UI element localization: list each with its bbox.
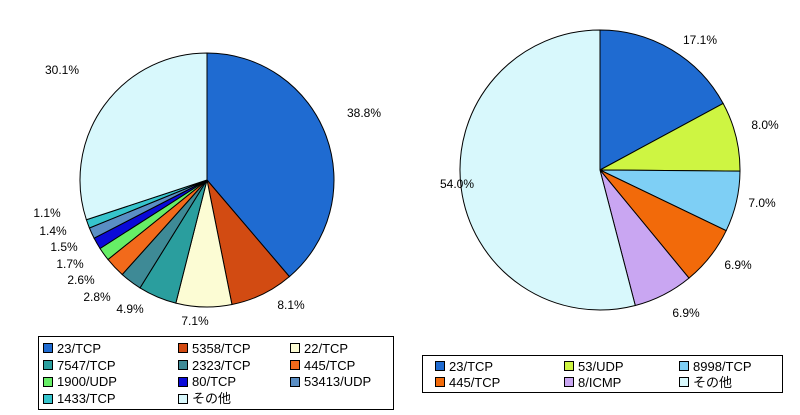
legend-swatch <box>43 343 53 354</box>
legend-swatch <box>564 377 574 387</box>
legend-swatch <box>679 361 689 371</box>
slice-23-tcp <box>599 29 724 171</box>
legend-item-53-udp: 53/UDP <box>564 358 679 374</box>
legend-label: 1433/TCP <box>57 391 116 407</box>
legend-swatch <box>290 376 300 387</box>
data-label-1433-tcp: 1.1% <box>33 206 61 220</box>
legend-label: 23/TCP <box>57 340 102 356</box>
legend-item-22-tcp: 22/TCP <box>290 340 390 357</box>
left-pie-chart: 38.8% 8.1% 7.1% 4.9% 2.8% 2.6% 1.7% 1.5% 1.4% 1.1… <box>33 52 381 328</box>
data-label-445-tcp: 2.6% <box>67 273 95 287</box>
legend-label: 1900/UDP <box>57 374 117 390</box>
legend-label: 445/TCP <box>449 374 501 390</box>
legend-item-445-tcp: 445/TCP <box>290 357 390 374</box>
legend-label: 2323/TCP <box>192 357 251 373</box>
legend-swatch <box>43 360 53 371</box>
legend-item-1433-tcp: 1433/TCP <box>43 390 178 407</box>
legend-swatch <box>178 360 188 371</box>
legend-item-53413-udp: 53413/UDP <box>290 374 390 391</box>
legend-item-2323-tcp: 2323/TCP <box>178 357 290 374</box>
legend-item-445-tcp: 445/TCP <box>435 374 564 390</box>
legend-label: 445/TCP <box>304 357 356 373</box>
data-label-other: 30.1% <box>45 63 79 77</box>
legend-swatch <box>178 376 188 387</box>
legend-swatch <box>435 361 445 371</box>
legend-label: その他 <box>192 391 232 407</box>
legend-swatch <box>290 360 300 371</box>
slice-other <box>459 29 636 311</box>
legend-label: 8998/TCP <box>693 358 752 374</box>
data-label-23-tcp: 38.8% <box>347 106 381 120</box>
legend-item-other: その他 <box>178 390 290 407</box>
slice-23-tcp <box>206 52 335 278</box>
data-label-22-tcp: 7.1% <box>181 314 209 328</box>
data-label-53413-udp: 1.4% <box>39 224 67 238</box>
legend-label: 7547/TCP <box>57 357 116 373</box>
slice-other <box>79 52 208 221</box>
legend-label: 8/ICMP <box>578 374 622 390</box>
legend-swatch <box>178 343 188 354</box>
legend-swatch <box>564 361 574 371</box>
legend-swatch <box>290 343 300 354</box>
right-pie-chart: 17.1% 8.0% 7.0% 6.9% 6.9% 54.0% <box>440 29 779 320</box>
pie-charts-canvas: 38.8% 8.1% 7.1% 4.9% 2.8% 2.6% 1.7% 1.5% 1.4% 1.1… <box>33 29 779 328</box>
left-legend: 23/TCP 5358/TCP 22/TCP 7547/TCP 2323/TCP 445/… <box>38 336 394 410</box>
data-label-53-udp: 8.0% <box>751 118 779 132</box>
legend-item-80-tcp: 80/TCP <box>178 374 290 391</box>
data-label-7547-tcp: 4.9% <box>116 302 144 316</box>
legend-item-8-icmp: 8/ICMP <box>564 374 679 390</box>
data-label-1900-udp: 1.7% <box>56 257 84 271</box>
data-label-445-tcp: 6.9% <box>724 258 752 272</box>
legend-label: 53/UDP <box>578 358 624 374</box>
legend-item-other: その他 <box>679 374 789 390</box>
right-legend: 23/TCP 53/UDP 8998/TCP 445/TCP 8/ICMP その他 <box>422 355 783 393</box>
legend-label: 80/TCP <box>192 374 237 390</box>
legend-swatch <box>43 376 53 387</box>
legend-item-23-tcp: 23/TCP <box>435 358 564 374</box>
legend-item-5358-tcp: 5358/TCP <box>178 340 290 357</box>
legend-item-1900-udp: 1900/UDP <box>43 374 178 391</box>
data-label-23-tcp: 17.1% <box>683 33 717 47</box>
legend-item-23-tcp: 23/TCP <box>43 340 178 357</box>
legend-label: 53413/UDP <box>304 374 372 390</box>
data-label-80-tcp: 1.5% <box>50 240 78 254</box>
data-label-8-icmp: 6.9% <box>672 306 700 320</box>
legend-label: 22/TCP <box>304 340 349 356</box>
legend-swatch <box>679 377 689 387</box>
legend-swatch <box>43 393 53 404</box>
data-label-2323-tcp: 2.8% <box>83 290 111 304</box>
legend-item-7547-tcp: 7547/TCP <box>43 357 178 374</box>
legend-swatch <box>178 393 188 404</box>
data-label-other: 54.0% <box>440 177 474 191</box>
legend-label: その他 <box>693 374 733 390</box>
legend-label: 23/TCP <box>449 358 494 374</box>
data-label-5358-tcp: 8.1% <box>277 298 305 312</box>
legend-item-8998-tcp: 8998/TCP <box>679 358 789 374</box>
legend-label: 5358/TCP <box>192 340 251 356</box>
legend-swatch <box>435 377 445 387</box>
data-label-8998-tcp: 7.0% <box>748 196 776 210</box>
